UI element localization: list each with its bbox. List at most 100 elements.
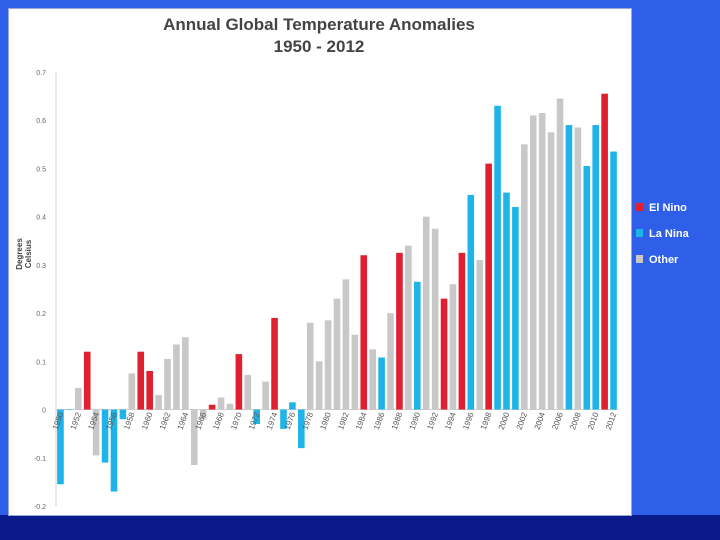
bar [226,403,234,410]
bar [137,351,145,410]
bar [467,194,475,410]
x-tick-label: 1990 [408,411,423,431]
bar [57,409,64,485]
bar [440,298,448,410]
bar [574,127,582,410]
bar [378,357,385,410]
y-tick-label: 0.3 [36,263,46,270]
y-tick-label: -0.2 [34,504,46,511]
x-tick-label: 1982 [336,411,351,431]
bar [101,409,109,463]
x-tick-label: 1970 [229,411,244,431]
bar [431,228,439,410]
x-tick-label: 2012 [604,411,619,431]
bar [306,322,314,410]
x-tick-label: 1994 [443,411,458,431]
bar [610,151,617,410]
x-tick-label: 1962 [158,411,173,431]
bar [422,216,430,410]
bar [315,361,323,410]
bar [449,284,457,410]
bar [298,409,305,449]
bar [565,125,573,410]
bar [92,409,100,456]
y-tick-label: 0.4 [36,215,46,222]
bar [405,245,412,410]
bar [360,255,368,410]
bar [119,409,127,420]
x-tick-label: 2002 [515,411,530,431]
x-tick-label: 1988 [390,411,405,431]
bar [235,354,243,410]
bar [601,93,608,410]
bar [253,409,261,425]
chart-subtitle: 1950 - 2012 [273,37,365,56]
bar [387,313,394,410]
bar [271,317,278,410]
bar [324,320,332,410]
x-tick-label: 1992 [425,411,440,431]
x-tick-label: 1952 [69,411,84,431]
x-tick-label: 2008 [568,411,583,431]
bar [289,402,296,410]
bar [164,358,171,410]
bar [369,349,376,410]
chart-title: Annual Global Temperature Anomalies [163,15,475,34]
x-tick-label: 2000 [497,411,512,431]
bar [583,166,591,410]
bar [529,115,537,410]
bar [458,252,466,410]
bar [75,387,82,410]
bar [173,344,180,410]
x-tick-label: 1998 [479,411,494,431]
y-tick-label: 0.6 [36,118,46,125]
bar [494,105,501,410]
bar [547,132,555,410]
legend-label-la-nina: La Nina [649,228,690,240]
bottom-band [0,515,720,540]
legend-label-other: Other [649,254,679,266]
y-tick-label: 0 [42,408,46,415]
bar [110,409,118,492]
bar [182,337,189,410]
y-tick-label: 0.7 [36,70,46,77]
bar [244,374,252,410]
bar [280,409,287,429]
bar [476,260,484,410]
bar [333,298,341,410]
y-tick-label: -0.1 [34,456,46,463]
x-tick-label: 1980 [318,411,333,431]
bar [66,409,73,411]
bar [342,279,350,410]
x-tick-label: 1960 [140,411,155,431]
bar [208,404,216,410]
x-tick-label: 2006 [550,411,565,431]
y-tick-label: 0.2 [36,311,46,318]
bar [538,112,546,410]
x-tick-label: 2010 [586,411,601,431]
chart-title-block: Annual Global Temperature Anomalies 1950… [8,14,630,58]
bar [512,207,519,410]
y-tick-label: 0.1 [36,359,46,366]
bar [592,125,599,410]
bar [485,163,492,410]
bar [146,370,153,410]
bar [521,144,528,410]
x-tick-label: 2004 [533,411,548,431]
x-tick-label: 1974 [265,411,280,431]
x-tick-label: 1964 [176,411,191,431]
x-tick-label: 1986 [372,411,387,431]
bar [503,192,510,410]
bar [217,397,225,410]
bar [190,409,198,466]
x-tick-label: 1984 [354,411,369,431]
legend-swatch-la-nina [636,229,643,237]
bar [128,373,136,410]
bar [83,351,91,410]
bar [396,252,403,410]
bar [262,381,269,410]
bar [155,395,162,410]
bar [556,98,564,410]
bar [199,409,207,420]
